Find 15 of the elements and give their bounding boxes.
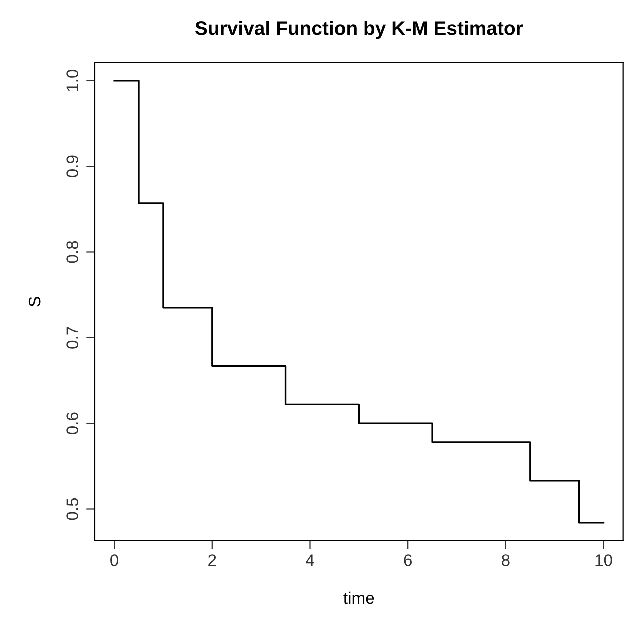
y-tick-label: 0.6	[66, 412, 78, 435]
y-tick-label: 0.8	[66, 241, 78, 264]
x-axis-title: time	[344, 592, 374, 604]
x-tick-label: 4	[306, 554, 314, 566]
y-tick-label: 1.0	[66, 70, 78, 92]
x-tick-label: 6	[404, 554, 412, 566]
y-tick-label: 0.7	[66, 327, 78, 349]
y-axis-title: S	[28, 297, 41, 307]
x-tick-label: 8	[502, 554, 510, 566]
x-tick-label: 0	[110, 554, 119, 566]
x-tick-label: 2	[208, 554, 216, 566]
chart-title: Survival Function by K-M Estimator	[196, 21, 524, 40]
y-tick-label: 0.9	[66, 156, 78, 178]
x-tick-label: 10	[596, 554, 612, 566]
y-tick-label: 0.5	[66, 498, 78, 520]
